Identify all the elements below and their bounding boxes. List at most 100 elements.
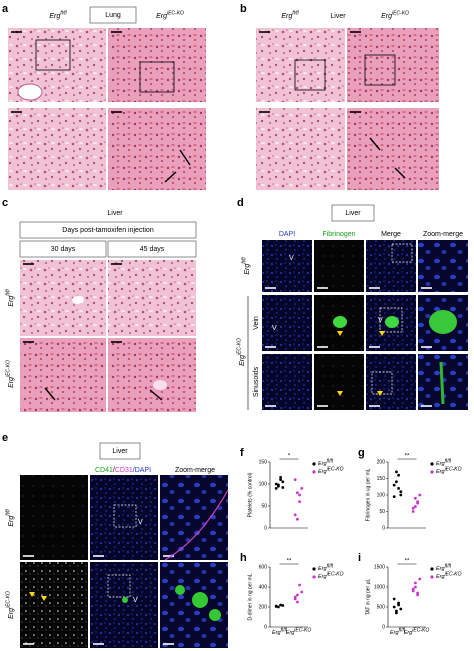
column-label: 30 days [51,246,76,253]
data-point [414,505,417,508]
data-point [397,601,400,605]
data-point [298,500,301,503]
arrow [394,167,406,179]
legend-label: Ergfl/fl [318,459,334,468]
y-tick-label: 150 [259,459,268,465]
data-point [296,491,299,495]
data-point [395,480,398,484]
arrow [149,389,163,401]
data-point [395,611,398,615]
legend-label: ErgiEC-KO [318,467,344,476]
data-point [296,517,299,521]
legend-label: ErgiEC-KO [436,467,462,476]
y-axis-label: D-dimer in ng per mL [247,573,253,620]
zoom-box [107,574,131,598]
y-tick-label: 200 [377,459,386,465]
header-box [107,240,197,258]
micrograph [90,475,158,560]
data-point [274,487,278,490]
y-tick-label: 0 [264,624,267,630]
legend-label: Ergfl/fl [318,564,334,573]
micrograph [256,108,345,190]
data-point [300,487,304,490]
micrograph [20,260,106,336]
micrograph [418,240,468,292]
micrograph [256,28,345,102]
panel-letter: a [2,3,9,15]
arrow [44,387,56,401]
data-point [411,589,415,593]
column-label: ErgiEC-KO [381,11,409,20]
arrowhead [337,331,343,336]
panel-letter: g [358,447,365,459]
row-label: Ergfl/fl [6,288,15,306]
vessel-marker: V [378,317,383,324]
data-point [418,493,422,497]
column-label: CD41 [24,467,42,474]
data-point [399,493,403,497]
legend-swatch [430,462,434,466]
arrowhead [29,592,35,597]
fibrin-clot [333,316,347,328]
data-point [411,506,415,510]
micrograph [20,562,88,648]
column-label: ErgiEC-KO [156,11,184,20]
data-point [397,603,400,607]
cd31-vessel [164,489,229,561]
x-tick-label: ErgiEC-KO [404,628,430,637]
column-label: CD41/CD31/DAPI [95,467,151,474]
legend-swatch [312,567,316,571]
column-label: Merge [381,231,401,238]
data-point [277,605,280,609]
data-point [416,593,419,597]
data-point [298,493,301,497]
data-point [300,590,304,594]
y-tick-label: 500 [377,604,386,610]
data-point [397,473,400,477]
legend-swatch [312,470,316,474]
data-point [279,603,282,607]
platelet-aggregate [192,592,208,608]
platelet-aggregate [175,585,185,595]
y-tick-label: 1500 [374,564,385,570]
row-label: ErgiEC-KO [6,360,15,388]
x-tick-label: Ergfl/fl [272,628,288,637]
micrograph [108,108,206,190]
micrograph [347,108,439,190]
row-label: Ergfl/fl [242,256,251,274]
data-point [281,604,285,607]
micrograph [90,562,158,648]
y-tick-label: 600 [259,564,268,570]
x-tick-label: ErgiEC-KO [286,628,312,637]
y-tick-label: 100 [377,492,386,498]
legend-label: ErgiEC-KO [318,572,344,581]
zoom-box [35,39,71,71]
zoom-box [139,61,175,93]
separator: / [113,467,115,474]
y-axis-label: TAT in ng per µL [365,579,371,616]
tissue-label: Liver [330,13,346,20]
data-point [296,600,299,604]
data-point [296,593,299,597]
column-label: Ergfl/fl [281,11,299,20]
column-label: 45 days [140,246,165,253]
y-tick-label: 50 [261,503,267,509]
arrow [179,149,191,166]
data-point [293,595,297,599]
micrograph [20,338,106,412]
micrograph [108,260,196,336]
legend-label: Ergfl/fl [436,564,452,573]
micrograph [20,475,88,560]
zoom-box [113,504,137,528]
vessel [72,296,84,304]
tissue-box [99,442,141,460]
panel-letter: e [2,432,8,444]
legend-swatch [312,462,316,466]
legend-label: Ergfl/fl [436,459,452,468]
micrograph [262,354,312,410]
y-axis-label: Fibrinogen in ug per mL [365,468,371,521]
data-point [395,470,398,474]
header: Days post-tamoxifen injection [62,227,154,234]
y-tick-label: 100 [259,481,268,487]
